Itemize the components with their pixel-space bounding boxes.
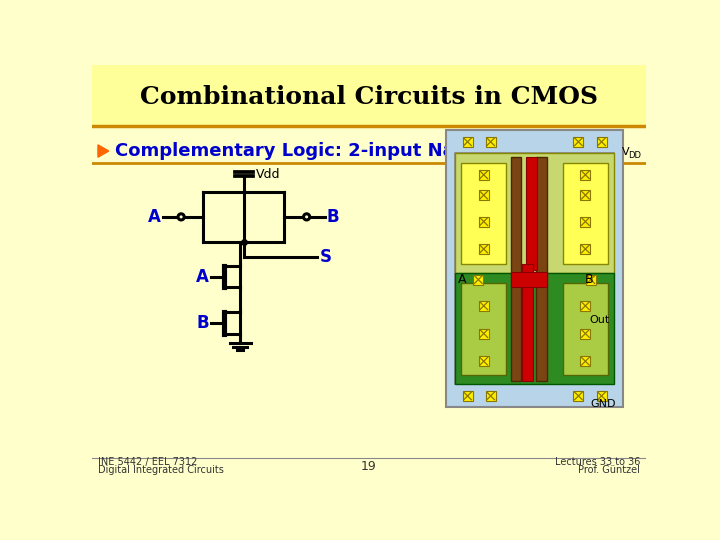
Bar: [563, 163, 608, 264]
Bar: [573, 391, 583, 401]
Circle shape: [178, 214, 184, 220]
Bar: [580, 190, 590, 200]
Bar: [510, 157, 521, 381]
Bar: [479, 190, 489, 200]
Bar: [597, 391, 606, 401]
Bar: [455, 153, 614, 384]
Text: B: B: [585, 273, 593, 286]
Bar: [580, 356, 590, 366]
Text: GND: GND: [590, 399, 616, 409]
Bar: [479, 301, 489, 311]
Text: Combinational Circuits in CMOS: Combinational Circuits in CMOS: [140, 85, 598, 109]
Bar: [586, 275, 595, 285]
Text: B: B: [327, 208, 339, 226]
Bar: [479, 328, 489, 339]
Bar: [479, 217, 489, 227]
Bar: [573, 137, 583, 147]
Bar: [486, 391, 495, 401]
Text: Lectures 33 to 36: Lectures 33 to 36: [554, 457, 640, 467]
Bar: [522, 264, 533, 381]
Bar: [462, 137, 472, 147]
Text: Digital Integrated Circuits: Digital Integrated Circuits: [98, 465, 224, 475]
Bar: [486, 137, 495, 147]
Text: Vdd: Vdd: [256, 167, 280, 181]
Bar: [580, 328, 590, 339]
Text: A: A: [196, 267, 209, 286]
Bar: [455, 153, 614, 273]
Bar: [446, 130, 623, 408]
Bar: [479, 244, 489, 254]
Bar: [462, 283, 506, 375]
Bar: [580, 217, 590, 227]
Text: A: A: [459, 273, 467, 286]
Bar: [479, 170, 489, 180]
Bar: [473, 275, 483, 285]
Text: 19: 19: [361, 460, 377, 473]
Bar: [580, 170, 590, 180]
Bar: [462, 163, 506, 264]
Bar: [479, 356, 489, 366]
Text: Out: Out: [589, 315, 609, 325]
Text: Complementary Logic: 2-input Nand: Complementary Logic: 2-input Nand: [115, 142, 480, 160]
Text: B: B: [197, 314, 209, 332]
Circle shape: [304, 214, 310, 220]
Text: Prof. Güntzel: Prof. Güntzel: [578, 465, 640, 475]
Text: A: A: [148, 208, 161, 226]
Bar: [455, 273, 614, 384]
Text: INE 5442 / EEL 7312: INE 5442 / EEL 7312: [98, 457, 197, 467]
Bar: [92, 65, 647, 126]
Bar: [580, 301, 590, 311]
Bar: [526, 157, 537, 269]
Bar: [92, 126, 647, 481]
Bar: [563, 283, 608, 375]
Text: DD: DD: [628, 151, 641, 160]
Polygon shape: [98, 145, 109, 157]
Bar: [536, 157, 547, 381]
Bar: [597, 137, 606, 147]
Text: S: S: [320, 248, 331, 266]
Bar: [462, 391, 472, 401]
Bar: [580, 244, 590, 254]
Bar: [510, 272, 547, 287]
Text: V: V: [621, 147, 629, 157]
